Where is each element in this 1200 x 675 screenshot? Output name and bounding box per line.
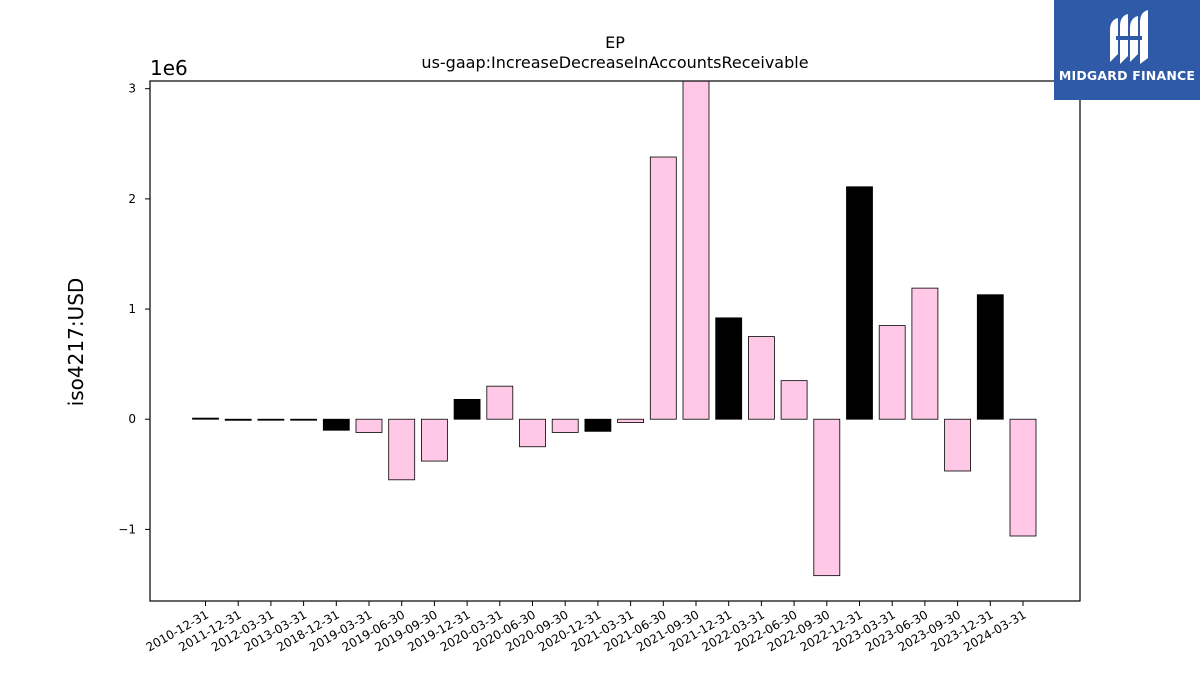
y-tick-label: 3 — [128, 82, 136, 96]
bar-2019-03-31 — [355, 418, 383, 433]
bar-2023-06-30 — [911, 287, 939, 420]
bar-2010-12-31 — [192, 417, 219, 420]
bars — [192, 80, 1037, 577]
bar-2020-06-30 — [519, 418, 546, 448]
chart-subtitle: us-gaap:IncreaseDecreaseInAccountsReceiv… — [421, 53, 808, 72]
bar-2012-03-31 — [257, 418, 285, 421]
y-tick-label: 2 — [128, 192, 136, 206]
bar-2022-09-30 — [813, 418, 841, 577]
plot-frame — [149, 80, 1081, 602]
bar-2024-03-31 — [1009, 418, 1037, 537]
bar-2022-03-31 — [748, 336, 775, 420]
bar-2013-03-31 — [290, 418, 318, 421]
bar-2019-06-30 — [388, 418, 416, 481]
bar-2018-12-31 — [322, 418, 350, 431]
x-ticks: 2010-12-312011-12-312012-03-312013-03-31… — [144, 601, 1029, 654]
midgard-finance-logo: MIDGARD FINANCE — [1054, 0, 1200, 100]
y-tick-label: −1 — [118, 522, 136, 536]
bar-2021-06-30 — [649, 156, 677, 420]
bar-2020-12-31 — [584, 418, 612, 432]
bar-2019-09-30 — [420, 418, 448, 462]
bar-2023-12-31 — [976, 294, 1004, 420]
y-tick-label: 0 — [128, 412, 136, 426]
y-axis-label: iso4217:USD — [64, 278, 88, 407]
bar-2019-12-31 — [453, 398, 481, 420]
y-ticks: −1 0 1 2 3 — [118, 82, 150, 536]
logo-text: MIDGARD FINANCE — [1058, 68, 1196, 83]
bar-2021-03-31 — [617, 418, 644, 423]
bar-2011-12-31 — [224, 418, 252, 421]
y-offset-label: 1e6 — [150, 56, 188, 80]
y-tick-label: 1 — [128, 302, 136, 316]
bar-2021-09-30 — [682, 80, 710, 420]
bar-2023-03-31 — [878, 325, 906, 420]
bar-2021-12-31 — [715, 317, 743, 420]
bar-2020-03-31 — [486, 385, 514, 420]
bar-2022-12-31 — [846, 186, 873, 420]
chart-title: EP — [605, 33, 625, 52]
midgard-logo-mark-icon — [1110, 10, 1148, 64]
bar-2020-09-30 — [551, 418, 579, 433]
bar-2022-06-30 — [780, 380, 808, 420]
bar-2023-09-30 — [944, 418, 971, 472]
